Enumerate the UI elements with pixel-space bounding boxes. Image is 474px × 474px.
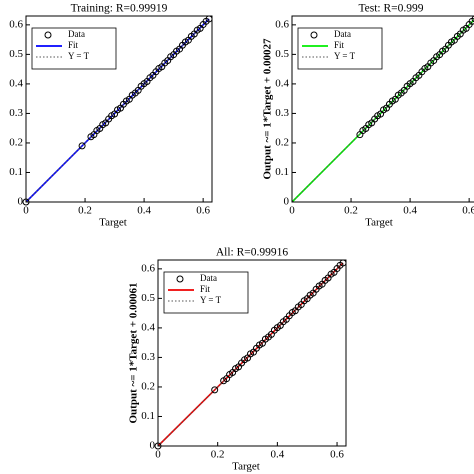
y-tick-label: 0	[284, 196, 290, 208]
x-tick-label: 0	[155, 449, 161, 461]
reference-line	[157, 262, 344, 447]
legend-label: Data	[334, 29, 351, 39]
y-tick-label: 0.5	[141, 292, 155, 304]
y-tick-label: 0.1	[141, 410, 155, 422]
y-tick-label: 0.4	[141, 321, 155, 333]
y-tick-label: 0.2	[275, 136, 289, 148]
plot-frame	[157, 259, 347, 447]
x-tick-label: 0.4	[270, 449, 284, 461]
legend-label: Data	[200, 273, 217, 283]
subplot: 0 0.2 0.4 0.6 0 0.1 0.2 0.3 0.4 0.5 0.6 Training: R…	[9, 3, 213, 229]
x-tick-label: 0.6	[462, 205, 474, 217]
legend-symbol	[176, 275, 184, 283]
x-tick-label: 0.2	[344, 205, 358, 217]
legend-symbol	[310, 31, 318, 39]
y-tick-label: 0.5	[9, 48, 23, 60]
y-tick-label: 0.2	[9, 136, 23, 148]
x-tick-label: 0.2	[211, 449, 225, 461]
legend-box	[297, 27, 383, 70]
legend-label: Y = T	[334, 51, 356, 61]
plot-frame	[291, 15, 474, 203]
x-tick-label: 0.6	[196, 205, 210, 217]
y-axis-label: Output ~= 1*Target + 0.00027	[262, 38, 274, 179]
data-point	[211, 386, 219, 394]
plot-frame	[25, 15, 213, 203]
y-tick-label: 0.3	[141, 351, 155, 363]
y-tick-label: 0.1	[9, 166, 23, 178]
x-axis-label: Target	[365, 217, 393, 229]
legend-label: Fit	[200, 284, 211, 294]
legend-label: Fit	[68, 40, 79, 50]
y-tick-label: 0.5	[275, 48, 289, 60]
y-tick-label: 0.6	[9, 18, 23, 30]
reference-line	[291, 19, 474, 203]
legend-label: Y = T	[68, 51, 90, 61]
legend-box	[31, 27, 117, 70]
y-tick-label: 0.4	[275, 77, 289, 89]
y-tick-label: 0.3	[275, 107, 289, 119]
x-axis-label: Target	[99, 217, 127, 229]
y-tick-label: 0.2	[141, 380, 155, 392]
y-tick-label: 0.4	[9, 77, 23, 89]
data-point	[471, 15, 474, 23]
y-tick-label: 0.3	[9, 107, 23, 119]
y-tick-label: 0.1	[275, 166, 289, 178]
x-tick-label: 0.6	[330, 449, 344, 461]
subplot: 0 0.2 0.4 0.6 0 0.1 0.2 0.3 0.4 0.5 0.6 All: R=0.99…	[128, 247, 347, 473]
data-point	[78, 142, 86, 150]
y-tick-label: 0	[150, 440, 156, 452]
y-tick-label: 0.6	[141, 262, 155, 274]
legend-label: Fit	[334, 40, 345, 50]
legend-box	[163, 271, 249, 314]
x-tick-label: 0.4	[403, 205, 417, 217]
x-tick-label: 0.2	[78, 205, 92, 217]
legend-label: Data	[68, 29, 85, 39]
x-tick-label: 0	[289, 205, 295, 217]
x-tick-label: 0	[23, 205, 29, 217]
x-axis-label: Target	[232, 461, 260, 473]
chart-title: All: R=0.99916	[216, 247, 289, 259]
y-tick-label: 0.6	[275, 18, 289, 30]
chart-title: Test: R=0.999	[358, 3, 423, 15]
legend-label: Y = T	[200, 295, 222, 305]
legend-symbol	[44, 31, 52, 39]
y-tick-label: 0	[18, 196, 24, 208]
chart-title: Training: R=0.99919	[71, 3, 168, 15]
reference-line	[25, 18, 210, 203]
subplot: 0 0.2 0.4 0.6 0 0.1 0.2 0.3 0.4 0.5 0.6 Test: R=0.9…	[262, 3, 474, 229]
x-tick-label: 0.4	[137, 205, 151, 217]
y-axis-label: Output ~= 1*Target + 0.00061	[128, 283, 140, 424]
